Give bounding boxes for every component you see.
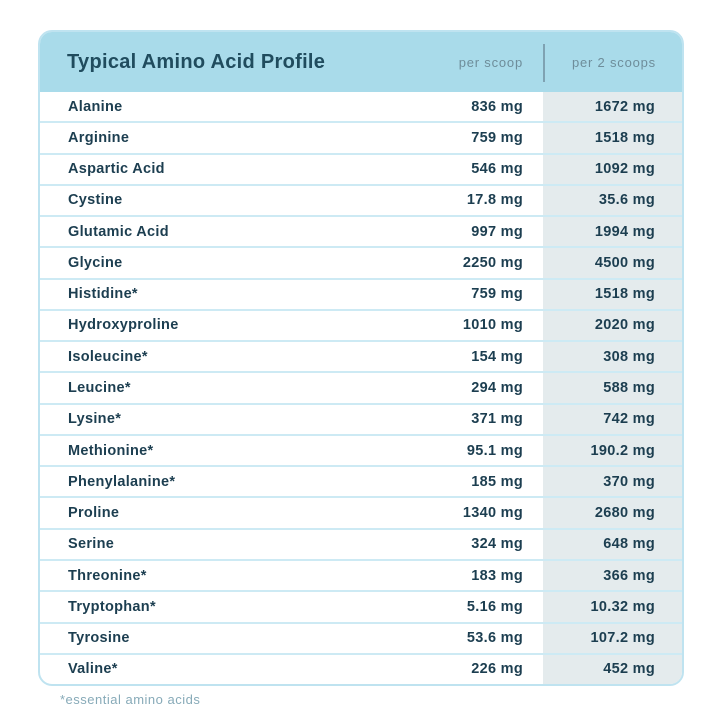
per-scoop-value: 759 mg	[471, 129, 523, 146]
per-2-scoops-value: 1994 mg	[543, 217, 682, 247]
amino-acid-name: Proline	[68, 505, 120, 522]
footnote: *essential amino acids	[60, 692, 201, 707]
amino-acid-name: Phenylalanine*	[68, 473, 176, 490]
table-row: Alanine 836 mg 1672 mg	[40, 92, 682, 122]
per-scoop-value: 546 mg	[471, 161, 523, 178]
table-row: Hydroxyproline 1010 mg 2020 mg	[40, 308, 682, 341]
amino-acid-name: Threonine*	[68, 567, 147, 584]
per-2-scoops-value: 452 mg	[543, 654, 682, 684]
per-2-scoops-value: 107.2 mg	[543, 623, 682, 653]
amino-acid-name: Aspartic Acid	[68, 161, 165, 178]
table-row: Phenylalanine* 185 mg 370 mg	[40, 465, 682, 497]
per-2-scoops-value: 588 mg	[543, 373, 682, 403]
table-row: Cystine 17.8 mg 35.6 mg	[40, 183, 682, 216]
amino-acid-name: Tyrosine	[68, 630, 130, 647]
column-header-per-scoop: per scoop	[458, 54, 523, 70]
per-scoop-value: 997 mg	[471, 223, 523, 240]
per-2-scoops-value: 190.2 mg	[543, 435, 682, 466]
amino-acid-name: Glycine	[68, 254, 123, 271]
table-row: Proline 1340 mg 2680 mg	[40, 496, 682, 528]
amino-acid-name: Glutamic Acid	[68, 223, 169, 240]
amino-acid-name: Serine	[68, 536, 115, 553]
per-scoop-value: 324 mg	[471, 536, 523, 553]
per-2-scoops-value: 1672 mg	[543, 92, 682, 122]
per-2-scoops-value: 2680 mg	[543, 498, 682, 528]
amino-acid-name: Hydroxyproline	[68, 317, 179, 334]
table-row: Glycine 2250 mg 4500 mg	[40, 246, 682, 278]
per-scoop-value: 226 mg	[471, 661, 523, 678]
per-scoop-value: 836 mg	[471, 98, 523, 115]
table-row: Histidine* 759 mg 1518 mg	[40, 277, 682, 309]
per-scoop-value: 5.16 mg	[466, 598, 523, 615]
amino-acid-name: Isoleucine*	[68, 348, 148, 365]
per-2-scoops-value: 2020 mg	[543, 310, 682, 341]
table-row: Glutamic Acid 997 mg 1994 mg	[40, 215, 682, 247]
amino-acid-profile-card: Typical Amino Acid Profile per scoop per…	[38, 30, 684, 686]
amino-acid-name: Valine*	[68, 661, 118, 678]
per-2-scoops-value: 35.6 mg	[543, 185, 682, 216]
per-2-scoops-value: 648 mg	[543, 529, 682, 559]
table-row: Serine 324 mg 648 mg	[40, 527, 682, 559]
table-header: Typical Amino Acid Profile per scoop per…	[40, 32, 682, 92]
amino-acid-name: Cystine	[68, 192, 123, 209]
per-2-scoops-value: 1518 mg	[543, 123, 682, 153]
table-row: Valine* 226 mg 452 mg	[40, 652, 682, 684]
per-scoop-value: 154 mg	[471, 348, 523, 365]
per-scoop-value: 1010 mg	[462, 317, 523, 334]
page-title: Typical Amino Acid Profile	[67, 50, 326, 73]
table-row: Threonine* 183 mg 366 mg	[40, 558, 682, 591]
table-body: Alanine 836 mg 1672 mg Arginine 759 mg 1…	[40, 92, 682, 684]
amino-acid-name: Histidine*	[68, 286, 138, 303]
table-row: Methionine* 95.1 mg 190.2 mg	[40, 433, 682, 466]
per-scoop-value: 1340 mg	[462, 505, 523, 522]
per-scoop-value: 294 mg	[471, 380, 523, 397]
per-2-scoops-value: 1518 mg	[543, 279, 682, 309]
amino-acid-name: Leucine*	[68, 380, 131, 397]
per-scoop-value: 53.6 mg	[466, 630, 523, 647]
amino-acid-name: Lysine*	[68, 411, 122, 428]
per-2-scoops-value: 308 mg	[543, 342, 682, 372]
table-row: Lysine* 371 mg 742 mg	[40, 402, 682, 434]
amino-acid-name: Arginine	[68, 129, 130, 146]
per-scoop-value: 95.1 mg	[466, 442, 523, 459]
table-row: Leucine* 294 mg 588 mg	[40, 371, 682, 403]
per-2-scoops-value: 4500 mg	[543, 248, 682, 278]
table-row: Tyrosine 53.6 mg 107.2 mg	[40, 621, 682, 653]
per-2-scoops-value: 370 mg	[543, 467, 682, 497]
table-row: Tryptophan* 5.16 mg 10.32 mg	[40, 590, 682, 622]
per-2-scoops-value: 10.32 mg	[543, 592, 682, 622]
header-divider	[543, 44, 545, 82]
per-scoop-value: 371 mg	[471, 411, 523, 428]
per-scoop-value: 183 mg	[471, 567, 523, 584]
amino-acid-name: Alanine	[68, 98, 123, 115]
per-scoop-value: 185 mg	[471, 473, 523, 490]
amino-acid-name: Methionine*	[68, 442, 154, 459]
table-row: Aspartic Acid 546 mg 1092 mg	[40, 152, 682, 184]
per-scoop-value: 2250 mg	[462, 254, 523, 271]
per-2-scoops-value: 1092 mg	[543, 154, 682, 184]
per-scoop-value: 759 mg	[471, 286, 523, 303]
per-2-scoops-value: 366 mg	[543, 560, 682, 591]
column-header-per-2-scoops: per 2 scoops	[571, 54, 656, 70]
amino-acid-name: Tryptophan*	[68, 598, 156, 615]
table-row: Isoleucine* 154 mg 308 mg	[40, 340, 682, 372]
table-row: Arginine 759 mg 1518 mg	[40, 121, 682, 153]
per-scoop-value: 17.8 mg	[466, 192, 523, 209]
per-2-scoops-value: 742 mg	[543, 404, 682, 434]
